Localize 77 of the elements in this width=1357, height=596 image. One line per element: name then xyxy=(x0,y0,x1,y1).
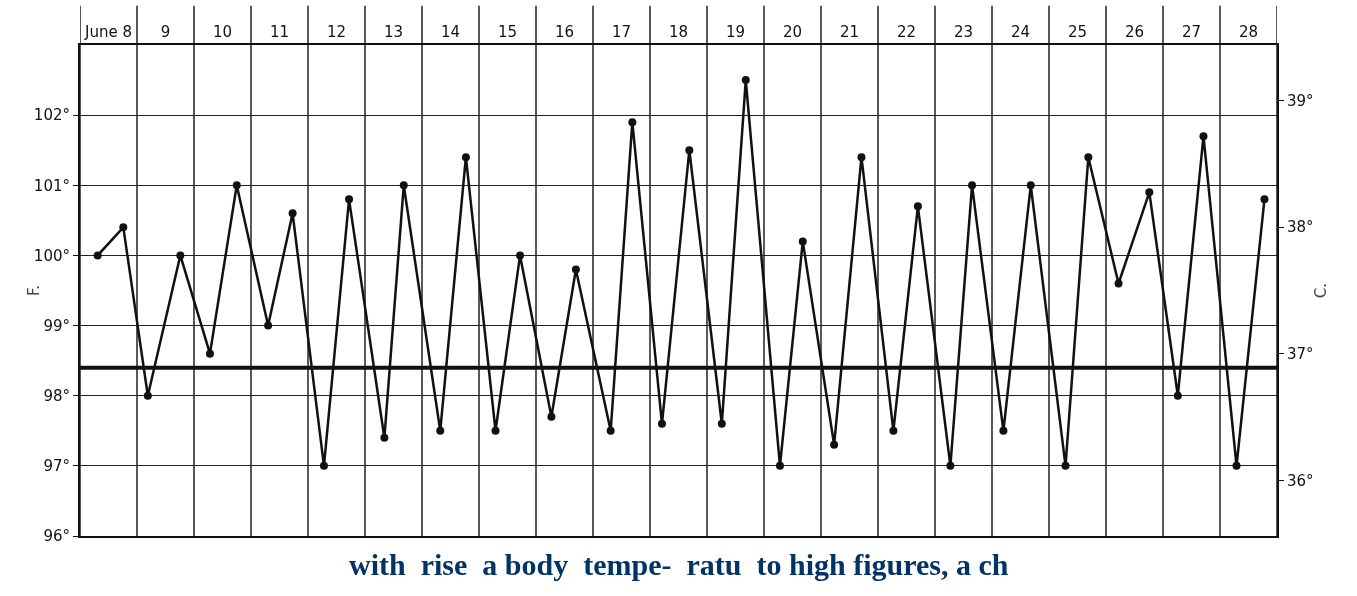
point xyxy=(436,426,445,435)
point xyxy=(1114,279,1123,288)
point xyxy=(399,181,408,190)
point xyxy=(1145,188,1154,197)
x-tick-label: 27 xyxy=(1181,23,1202,41)
point xyxy=(516,251,525,260)
y-tick-label: 101° xyxy=(33,176,70,195)
point xyxy=(345,195,354,204)
point xyxy=(830,440,839,449)
x-tick-label: 19 xyxy=(725,23,746,41)
y-tick-label: 96° xyxy=(43,527,70,546)
x-tick-label: 11 xyxy=(269,23,290,41)
y2-tick-label: 37° xyxy=(1287,345,1314,364)
x-tick-label: 14 xyxy=(440,23,461,41)
x-tick-label: 17 xyxy=(611,23,632,41)
y-tick-label: 97° xyxy=(43,457,70,476)
point xyxy=(1260,195,1269,204)
point xyxy=(775,461,784,470)
y2-axis-title: C. xyxy=(1311,282,1330,299)
point xyxy=(717,419,726,428)
point xyxy=(264,321,273,330)
point xyxy=(205,349,214,358)
x-tick-label: 23 xyxy=(953,23,974,41)
x-tick-label: 20 xyxy=(782,23,803,41)
point xyxy=(547,412,556,421)
x-tick-label: 16 xyxy=(554,23,575,41)
point xyxy=(657,419,666,428)
x-tick-label: 15 xyxy=(497,23,518,41)
y-axis-title: F. xyxy=(25,285,43,296)
point xyxy=(319,461,328,470)
x-tick-label: 26 xyxy=(1124,23,1145,41)
y2-tick-label: 39° xyxy=(1287,91,1314,110)
x-tick-label: 24 xyxy=(1010,23,1031,41)
point xyxy=(1026,181,1035,190)
x-tick-label: 13 xyxy=(383,23,404,41)
x-tick-label: 18 xyxy=(668,23,689,41)
point xyxy=(685,146,694,155)
point xyxy=(968,181,977,190)
point xyxy=(913,202,922,211)
y-tick-label: 99° xyxy=(43,316,70,335)
x-tick-label: June 8 xyxy=(84,23,132,41)
point xyxy=(1084,153,1093,162)
point xyxy=(999,426,1008,435)
point xyxy=(119,223,128,232)
point xyxy=(606,426,615,435)
point xyxy=(628,118,637,127)
point xyxy=(798,237,807,246)
point xyxy=(1232,461,1241,470)
y2-tick-label: 38° xyxy=(1287,218,1314,237)
point xyxy=(741,76,750,85)
point xyxy=(571,265,580,274)
y-tick-label: 100° xyxy=(33,246,70,265)
text: with rise a body tempe- ratu to high figures, a ch xyxy=(349,548,1009,581)
x-tick-label: 22 xyxy=(896,23,917,41)
point xyxy=(1061,461,1070,470)
point xyxy=(143,391,152,400)
point xyxy=(889,426,898,435)
point xyxy=(232,181,241,190)
point xyxy=(380,433,389,442)
point xyxy=(1199,132,1208,141)
x-tick-label: 9 xyxy=(160,23,171,41)
point xyxy=(461,153,470,162)
x-tick-label: 12 xyxy=(326,23,347,41)
x-tick-label: 10 xyxy=(212,23,233,41)
y-tick-label: 98° xyxy=(43,386,70,405)
y-tick-label: 102° xyxy=(33,106,70,125)
point xyxy=(288,209,297,218)
point xyxy=(857,153,866,162)
point xyxy=(946,461,955,470)
point xyxy=(491,426,500,435)
point xyxy=(176,251,185,260)
y2-tick-label: 36° xyxy=(1287,471,1314,490)
point xyxy=(93,251,102,260)
x-tick-label: 25 xyxy=(1067,23,1088,41)
point xyxy=(1173,391,1182,400)
x-tick-label: 28 xyxy=(1238,23,1259,41)
x-tick-label: 21 xyxy=(839,23,860,41)
